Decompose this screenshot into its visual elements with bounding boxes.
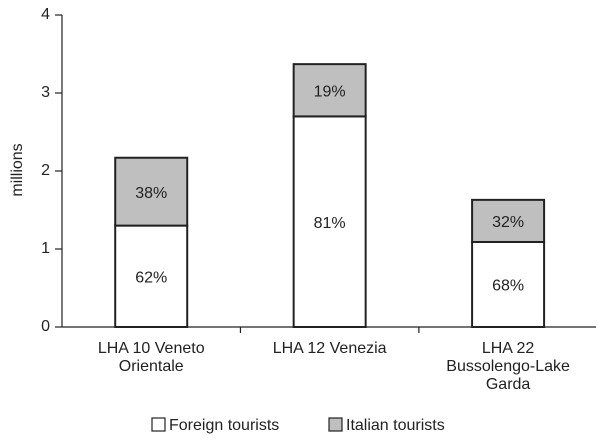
data-label: 19% <box>314 83 346 100</box>
data-label: 62% <box>135 270 167 287</box>
bar-segment <box>471 198 546 243</box>
y-axis-label: millions <box>9 143 26 196</box>
bar-segment <box>292 63 367 118</box>
x-tick-label: Orientale <box>119 358 184 375</box>
legend-label: Italian tourists <box>346 417 445 434</box>
x-tick-label: Garda <box>486 376 531 393</box>
x-tick-label: LHA 22 <box>482 340 535 357</box>
y-tick-label: 2 <box>41 162 50 179</box>
y-tick-label: 3 <box>41 84 50 101</box>
data-label: 81% <box>314 215 346 232</box>
legend-label: Foreign tourists <box>169 417 279 434</box>
data-label: 38% <box>135 185 167 202</box>
data-label: 32% <box>492 214 524 231</box>
bar-segment <box>114 156 189 227</box>
x-tick-label: LHA 12 Venezia <box>273 340 387 357</box>
legend-swatch <box>328 417 343 432</box>
y-tick-label: 4 <box>41 6 50 23</box>
y-tick-label: 1 <box>41 240 50 257</box>
legend-swatch <box>151 417 166 432</box>
data-label: 68% <box>492 278 524 295</box>
x-tick-label: LHA 10 Veneto <box>98 340 205 357</box>
x-tick-label: Bussolengo-Lake <box>446 358 570 375</box>
y-tick-label: 0 <box>41 318 50 335</box>
